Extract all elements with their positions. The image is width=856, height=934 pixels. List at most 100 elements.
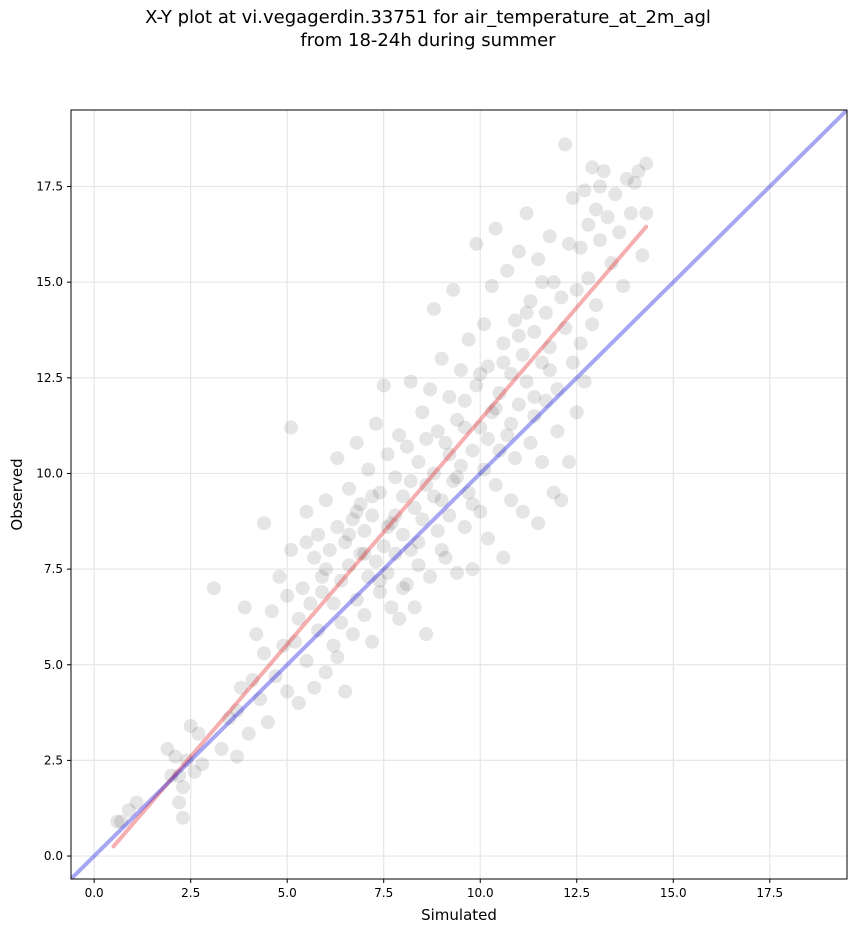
scatter-point [515,504,530,519]
y-tick-label: 12.5 [36,371,63,385]
scatter-point [546,275,561,290]
scatter-point [311,527,326,542]
y-tick-label: 10.0 [36,466,63,480]
scatter-point [639,206,654,221]
scatter-point [372,585,387,600]
scatter-point [384,600,399,615]
scatter-point [353,546,368,561]
scatter-point [585,317,600,332]
scatter-point [361,462,376,477]
y-tick-label: 2.5 [44,753,63,767]
scatter-point [368,554,383,569]
scatter-point [608,187,623,202]
scatter-point [415,512,430,527]
scatter-point [168,749,183,764]
scatter-point [450,470,465,485]
scatter-point [326,638,341,653]
scatter-point [341,481,356,496]
scatter-point [318,665,333,680]
scatter-point [511,328,526,343]
scatter-point [230,703,245,718]
scatter-point [241,726,256,741]
y-tick-label: 5.0 [44,658,63,672]
scatter-point [480,432,495,447]
scatter-point [249,627,264,642]
scatter-point [565,190,580,205]
scatter-point [550,382,565,397]
x-tick-label: 10.0 [467,886,494,900]
scatter-point [461,332,476,347]
scatter-point [160,741,175,756]
scatter-point [527,324,542,339]
scatter-point [434,542,449,557]
scatter-point [535,355,550,370]
scatter-point [565,355,580,370]
scatter-point [515,347,530,362]
scatter-point [257,516,272,531]
plot-background [71,110,847,879]
scatter-point [450,412,465,427]
scatter-point [372,485,387,500]
scatter-point [307,680,322,695]
y-tick-label: 17.5 [36,180,63,194]
scatter-point [558,137,573,152]
scatter-point [542,340,557,355]
scatter-point [500,428,515,443]
scatter-point [496,336,511,351]
scatter-point [233,680,248,695]
scatter-point [457,520,472,535]
scatter-point [299,504,314,519]
scatter-point [415,405,430,420]
scatter-point [380,565,395,580]
scatter-point [442,389,457,404]
scatter-point [376,539,391,554]
scatter-point [291,611,306,626]
scatter-point [523,435,538,450]
scatter-point [423,569,438,584]
scatter-point [504,493,519,508]
scatter-point [245,673,260,688]
scatter-point [399,577,414,592]
scatter-point [484,405,499,420]
scatter-point [457,393,472,408]
scatter-point [519,206,534,221]
scatter-point [287,634,302,649]
scatter-point [592,179,607,194]
scatter-point [365,634,380,649]
scatter-point [488,477,503,492]
scatter-point [531,516,546,531]
scatter-point [403,474,418,489]
scatter-point [573,336,588,351]
scatter-point [341,527,356,542]
scatter-point [403,374,418,389]
scatter-point [507,313,522,328]
x-tick-label: 12.5 [563,886,590,900]
x-tick-label: 5.0 [278,886,297,900]
y-tick-label: 0.0 [44,849,63,863]
scatter-point [453,363,468,378]
scatter-point [426,301,441,316]
scatter-point [376,378,391,393]
identity-line [71,110,847,879]
scatter-point [504,366,519,381]
scatter-point [179,753,194,768]
scatter-point [423,382,438,397]
scatter-point [330,451,345,466]
scatter-point [438,550,453,565]
scatter-point [388,470,403,485]
scatter-point [392,428,407,443]
scatter-point [500,263,515,278]
scatter-point [372,573,387,588]
scatter-point [407,500,422,515]
scatter-point [450,565,465,580]
scatter-point [604,256,619,271]
scatter-point [195,757,210,772]
scatter-point [253,692,268,707]
scatter-point [562,454,577,469]
scatter-point [477,462,492,477]
scatter-point [345,627,360,642]
scatter-point [172,768,187,783]
scatter-point [496,355,511,370]
scatter-point [554,493,569,508]
